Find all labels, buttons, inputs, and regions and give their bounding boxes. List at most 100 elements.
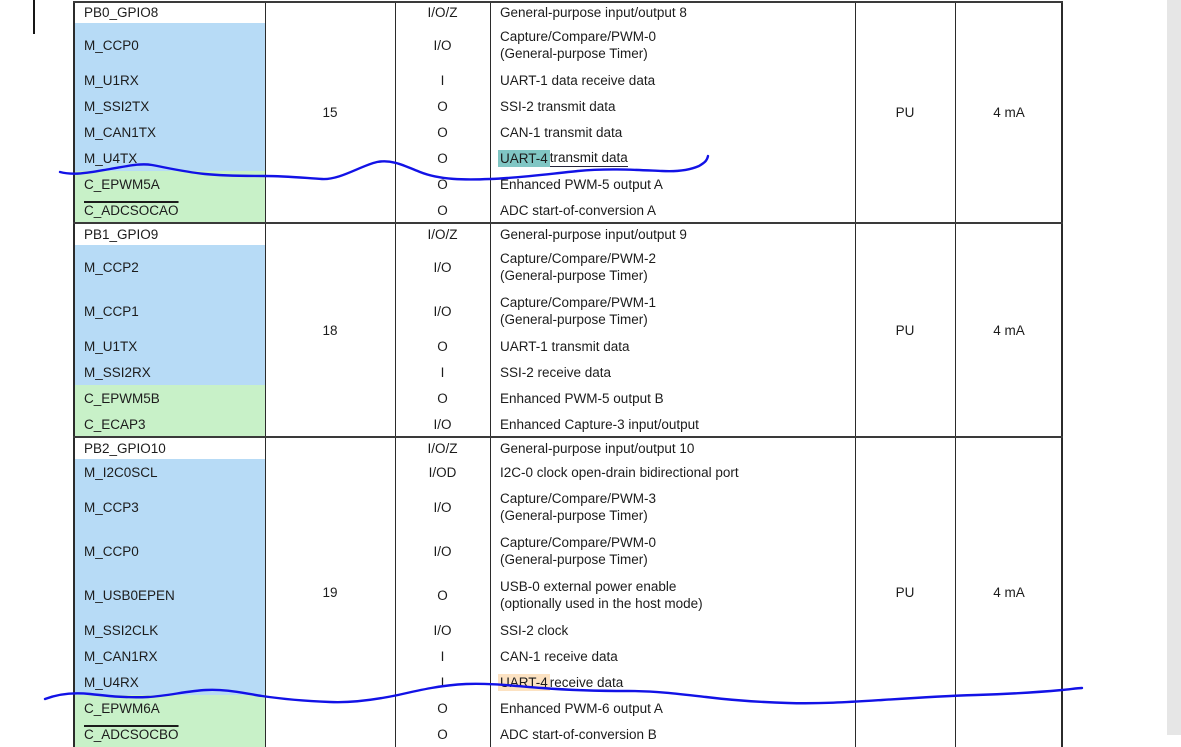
- pin-name-cell: PB1_GPIO9: [73, 223, 265, 245]
- pin-name-cell: PB0_GPIO8: [73, 1, 265, 23]
- pin-number-cell: 18: [322, 322, 338, 338]
- search-highlight-current: UART-4: [498, 149, 550, 167]
- description-text: SSI-2 receive data: [500, 364, 612, 380]
- pin-description-cell: UART-4 receive data: [490, 669, 855, 695]
- pin-description-cell: UART-4 transmit data: [490, 145, 855, 171]
- pin-description-cell: Capture/Compare/PWM-2 (General-purpose T…: [490, 245, 855, 289]
- pin-type-cell: O: [437, 587, 448, 603]
- table-column-border: [855, 1, 856, 747]
- pin-type-cell: O: [437, 150, 448, 166]
- signal-name: C_ADCSOCBO: [84, 726, 179, 742]
- pin-type-cell: I: [440, 72, 445, 88]
- description-text: SSI-2 clock: [500, 622, 569, 638]
- pin-name-cell: M_CCP0: [73, 23, 265, 67]
- pin-type-cell: O: [437, 390, 448, 406]
- pin-name-cell: M_CAN1TX: [73, 119, 265, 145]
- pin-type-cell: I/OD: [428, 464, 457, 480]
- description-text: General-purpose input/output 8: [500, 4, 687, 20]
- pin-name-cell: M_SSI2RX: [73, 359, 265, 385]
- signal-name: M_CCP2: [84, 259, 139, 275]
- table-column-border: [265, 1, 266, 747]
- pin-description-cell: Enhanced PWM-5 output B: [490, 385, 855, 411]
- pin-type-cell: O: [437, 202, 448, 218]
- description-text: receive data: [549, 674, 624, 690]
- pin-name-cell: M_CCP0: [73, 529, 265, 573]
- pin-type-cell: I/O: [433, 622, 452, 638]
- page-fragment-line: [33, 0, 35, 34]
- signal-name: C_EPWM6A: [84, 700, 160, 716]
- pin-type-cell: I/O: [433, 259, 452, 275]
- description-text: ADC start-of-conversion A: [500, 202, 657, 218]
- page-margin-strip: [1167, 0, 1181, 735]
- pin-name-cell: M_SSI2CLK: [73, 617, 265, 643]
- table-row-border: [73, 1, 1063, 3]
- pin-type-cell: O: [437, 176, 448, 192]
- pin-type-cell: I: [440, 364, 445, 380]
- pin-description-cell: ADC start-of-conversion B: [490, 721, 855, 747]
- pin-name-cell: C_EPWM5A: [73, 171, 265, 197]
- pin-number-cell: 15: [322, 104, 338, 120]
- pin-name-cell: M_CCP3: [73, 485, 265, 529]
- pin-type-cell: I: [440, 674, 445, 690]
- description-text: I2C-0 clock open-drain bidirectional por…: [500, 464, 739, 480]
- pin-number-cell: 19: [322, 584, 338, 600]
- description-text: Enhanced PWM-5 output A: [500, 176, 663, 192]
- signal-name: M_CCP0: [84, 37, 139, 53]
- signal-name: M_U4TX: [84, 150, 138, 166]
- drive-strength-cell: 4 mA: [993, 322, 1025, 338]
- search-highlight: UART-4: [498, 673, 550, 691]
- buffer-cell: PU: [895, 322, 915, 338]
- pin-description-cell: General-purpose input/output 9: [490, 223, 855, 245]
- pin-name-cell: M_USB0EPEN: [73, 573, 265, 617]
- description-text: CAN-1 receive data: [500, 648, 618, 664]
- pin-type-cell: O: [437, 124, 448, 140]
- signal-name: M_I2C0SCL: [84, 464, 158, 480]
- pin-description-cell: UART-1 transmit data: [490, 333, 855, 359]
- signal-name: M_SSI2CLK: [84, 622, 159, 638]
- pin-type-cell: I/O: [433, 37, 452, 53]
- description-text: CAN-1 transmit data: [500, 124, 623, 140]
- pin-name-cell: C_ECAP3: [73, 411, 265, 437]
- description-text: transmit data: [549, 150, 628, 167]
- pin-type-cell: I/O: [433, 499, 452, 515]
- pin-description-cell: I2C-0 clock open-drain bidirectional por…: [490, 459, 855, 485]
- signal-name: M_U4RX: [84, 674, 139, 690]
- description-text: General-purpose input/output 10: [500, 440, 695, 456]
- drive-strength-cell: 4 mA: [993, 584, 1025, 600]
- description-text: ADC start-of-conversion B: [500, 726, 657, 742]
- pin-description-cell: Enhanced PWM-6 output A: [490, 695, 855, 721]
- description-text: USB-0 external power enable (optionally …: [500, 579, 703, 611]
- description-text: Capture/Compare/PWM-1 (General-purpose T…: [500, 295, 657, 327]
- pin-description-cell: SSI-2 clock: [490, 617, 855, 643]
- pin-type-cell: I/O/Z: [427, 440, 458, 456]
- pin-name-cell: C_ADCSOCAO: [73, 197, 265, 223]
- pin-type-cell: I: [440, 648, 445, 664]
- pin-type-cell: I/O: [433, 416, 452, 432]
- pin-name-cell: C_ADCSOCBO: [73, 721, 265, 747]
- table-column-border: [955, 1, 956, 747]
- signal-name: M_CAN1RX: [84, 648, 158, 664]
- description-text: Capture/Compare/PWM-0 (General-purpose T…: [500, 29, 657, 61]
- pin-group-15: PB0_GPIO8 I/O/Z General-purpose input/outp…: [73, 1, 1063, 223]
- pin-type-cell: I/O/Z: [427, 4, 458, 20]
- pin-name-cell: M_U4RX: [73, 669, 265, 695]
- pin-name-cell: C_EPWM6A: [73, 695, 265, 721]
- table-column-border: [1061, 1, 1063, 747]
- signal-name: M_CCP3: [84, 499, 139, 515]
- signal-name: PB2_GPIO10: [84, 440, 166, 456]
- table-row-border: [73, 222, 1063, 224]
- pin-type-cell: O: [437, 700, 448, 716]
- pin-name-cell: M_CCP1: [73, 289, 265, 333]
- signal-name: M_SSI2TX: [84, 98, 150, 114]
- pin-description-cell: SSI-2 transmit data: [490, 93, 855, 119]
- pin-function-table: PB0_GPIO8 I/O/Z General-purpose input/outp…: [73, 1, 1063, 747]
- pin-name-cell: PB2_GPIO10: [73, 437, 265, 459]
- table-column-border: [73, 1, 75, 747]
- buffer-cell: PU: [895, 584, 915, 600]
- signal-name: C_EPWM5A: [84, 176, 160, 192]
- signal-name: M_USB0EPEN: [84, 587, 175, 603]
- pin-group-18: PB1_GPIO9 I/O/Z General-purpose input/outp…: [73, 223, 1063, 437]
- pin-name-cell: M_CAN1RX: [73, 643, 265, 669]
- signal-name: M_CCP0: [84, 543, 139, 559]
- pin-description-cell: Enhanced Capture-3 input/output: [490, 411, 855, 437]
